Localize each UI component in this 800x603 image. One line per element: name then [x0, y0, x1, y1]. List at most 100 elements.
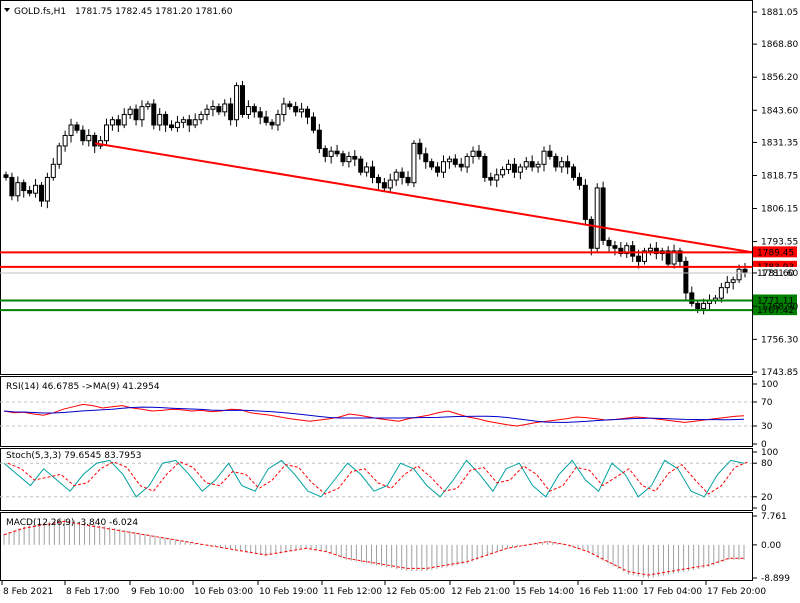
level-tag [753, 246, 797, 258]
rsi-line [3, 403, 745, 427]
candle-body [92, 134, 98, 147]
candle-body [440, 161, 446, 173]
candle-body [139, 106, 145, 121]
rsi-layer [0, 401, 752, 427]
candle-body [192, 119, 198, 126]
candle-body [600, 187, 606, 241]
price-tick-label: 1756.30 [761, 335, 798, 345]
candle-body [588, 218, 594, 249]
rsi-tick-label: 30 [761, 422, 773, 432]
candle-body [56, 145, 62, 165]
candle-body [742, 268, 748, 274]
time-tick-label: 17 Feb 20:00 [707, 587, 766, 597]
candle-body [109, 119, 115, 126]
candle-body [653, 247, 659, 255]
time-tick-label: 8 Feb 17:00 [66, 587, 120, 597]
candle-body [458, 163, 464, 168]
stoch-panel[interactable] [0, 448, 753, 511]
time-axis: 8 Feb 2021 8 Feb 17:00 9 Feb 10:00 10 Feb 0… [1, 581, 766, 597]
candle-body [281, 103, 287, 115]
candle-body [15, 182, 21, 197]
candle-body [263, 116, 269, 123]
level-tag-label: 1771.11 [757, 296, 794, 306]
rsi-ma-line [3, 406, 745, 423]
candle-body [222, 103, 228, 113]
candles-layer [3, 80, 748, 315]
candle-body [695, 302, 701, 310]
candle-body [417, 142, 423, 155]
candle-body [636, 255, 642, 262]
stoch-main-line [3, 459, 745, 498]
candle-body [204, 108, 210, 115]
time-tick-label: 15 Feb 14:00 [515, 587, 574, 597]
candle-body [251, 106, 257, 113]
candle-body [375, 176, 381, 184]
candle-body [228, 103, 234, 121]
rsi-panel[interactable] [0, 376, 753, 447]
candle-body [287, 103, 293, 108]
candle-body [429, 161, 435, 168]
macd-panel[interactable] [0, 512, 753, 581]
time-tick-label: 9 Feb 10:00 [131, 587, 185, 597]
macd-signal-line [3, 520, 744, 576]
candle-body [216, 106, 222, 113]
candle-body [340, 153, 346, 163]
candle-body [381, 182, 387, 189]
candle-body [310, 116, 316, 131]
candle-body [104, 124, 110, 142]
price-tick-label: 1868.80 [761, 40, 798, 50]
candle-body [393, 171, 399, 181]
candle-body [387, 179, 393, 189]
level-tag [753, 304, 797, 316]
candle-body [9, 176, 15, 197]
rsi-tick-label: 70 [761, 398, 773, 408]
candle-body [50, 163, 56, 178]
price-tick-label: 1818.75 [761, 171, 798, 181]
candle-body [624, 245, 630, 255]
candle-body [80, 129, 86, 142]
candle-body [641, 250, 647, 262]
price-tick-label: 1768.90 [761, 302, 798, 312]
candle-body [245, 106, 251, 115]
trendline [94, 142, 753, 254]
candle-body [328, 150, 334, 157]
candle-body [506, 163, 512, 171]
price-tick-label: 1856.20 [761, 73, 798, 83]
time-tick-label: 8 Feb 2021 [3, 587, 53, 597]
time-tick-label: 10 Feb 19:00 [259, 587, 318, 597]
candle-body [358, 158, 364, 173]
candle-body [346, 155, 352, 163]
candle-body [529, 161, 535, 168]
candle-body [482, 155, 488, 178]
candle-body [133, 108, 139, 121]
stoch-tick-label: 20 [761, 493, 773, 503]
candle-body [423, 153, 429, 163]
main-panel[interactable] [0, 0, 753, 375]
candle-body [405, 176, 411, 184]
stoch-signal-line [7, 461, 749, 495]
candle-body [163, 113, 169, 126]
price-tick-label: 1793.55 [761, 238, 798, 248]
stoch-tick-label: 0 [761, 504, 767, 514]
candle-body [565, 161, 571, 168]
candle-body [115, 119, 121, 126]
candle-body [293, 106, 299, 113]
candle-body [665, 250, 671, 265]
dropdown-triangle-icon[interactable] [4, 8, 10, 12]
candle-body [370, 166, 376, 178]
candle-body [446, 158, 452, 163]
candle-body [334, 150, 340, 155]
level-tag [753, 294, 797, 306]
candle-body [559, 161, 565, 168]
candle-body [44, 176, 50, 202]
candle-body [38, 184, 44, 202]
price-tick-label: 1806.15 [761, 205, 798, 215]
candle-body [62, 134, 68, 147]
candle-body [3, 174, 9, 178]
price-tick-label: 1881.05 [761, 8, 798, 18]
candle-body [671, 250, 677, 265]
candle-body [257, 111, 263, 118]
